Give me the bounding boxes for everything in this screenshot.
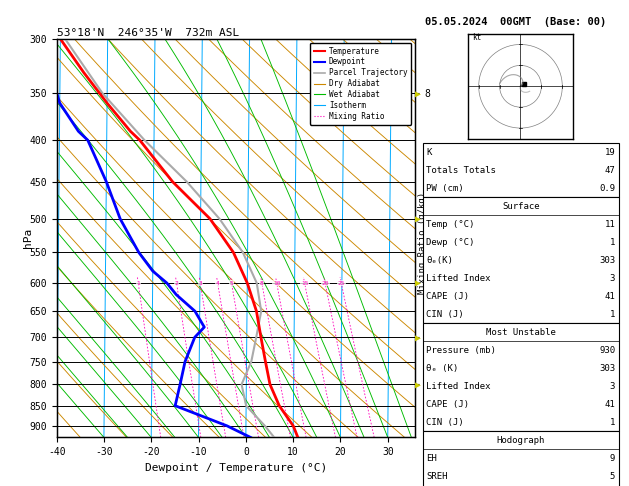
Text: 1: 1 [610, 417, 615, 427]
Text: 2: 2 [175, 280, 179, 286]
Text: θₑ (K): θₑ (K) [426, 364, 459, 373]
Text: 303: 303 [599, 364, 615, 373]
Text: © weatheronline.co.uk: © weatheronline.co.uk [423, 471, 520, 480]
Text: 10: 10 [273, 280, 281, 286]
Text: Lifted Index: Lifted Index [426, 274, 491, 283]
Legend: Temperature, Dewpoint, Parcel Trajectory, Dry Adiabat, Wet Adiabat, Isotherm, Mi: Temperature, Dewpoint, Parcel Trajectory… [309, 43, 411, 125]
Text: 41: 41 [604, 292, 615, 301]
X-axis label: Dewpoint / Temperature (°C): Dewpoint / Temperature (°C) [145, 463, 327, 473]
Text: ▶: ▶ [415, 214, 421, 224]
Text: 53°18'N  246°35'W  732m ASL: 53°18'N 246°35'W 732m ASL [57, 28, 239, 38]
Text: 4: 4 [216, 280, 220, 286]
Text: Most Unstable: Most Unstable [486, 328, 556, 337]
Text: 930: 930 [599, 346, 615, 355]
Text: CIN (J): CIN (J) [426, 310, 464, 319]
Text: 47: 47 [604, 166, 615, 175]
Text: 20: 20 [321, 280, 329, 286]
Text: ▶: ▶ [415, 88, 421, 98]
Y-axis label: km
ASL: km ASL [424, 238, 442, 260]
Text: 1: 1 [610, 238, 615, 247]
Text: 5: 5 [610, 471, 615, 481]
Text: 9: 9 [610, 453, 615, 463]
Text: 05.05.2024  00GMT  (Base: 00): 05.05.2024 00GMT (Base: 00) [425, 17, 606, 27]
Text: ▶: ▶ [415, 278, 421, 288]
Text: PW (cm): PW (cm) [426, 184, 464, 193]
Text: Dewp (°C): Dewp (°C) [426, 238, 475, 247]
Text: K: K [426, 148, 432, 157]
Text: Hodograph: Hodograph [497, 435, 545, 445]
Text: 25: 25 [338, 280, 345, 286]
Text: SREH: SREH [426, 471, 448, 481]
Text: 11: 11 [604, 220, 615, 229]
Text: CAPE (J): CAPE (J) [426, 399, 469, 409]
Text: 5: 5 [230, 280, 233, 286]
Text: Lifted Index: Lifted Index [426, 382, 491, 391]
Text: θₑ(K): θₑ(K) [426, 256, 454, 265]
Text: CIN (J): CIN (J) [426, 417, 464, 427]
Text: 3: 3 [198, 280, 202, 286]
Text: 0.9: 0.9 [599, 184, 615, 193]
Text: 15: 15 [301, 280, 308, 286]
Text: 19: 19 [604, 148, 615, 157]
Text: kt: kt [472, 33, 482, 42]
Text: 3: 3 [610, 382, 615, 391]
Text: ▶: ▶ [415, 380, 421, 389]
Text: 303: 303 [599, 256, 615, 265]
Text: 1: 1 [610, 310, 615, 319]
Text: 1: 1 [136, 280, 140, 286]
Text: Surface: Surface [502, 202, 540, 211]
Text: EH: EH [426, 453, 437, 463]
Text: hPa: hPa [23, 228, 33, 248]
Text: 3: 3 [610, 274, 615, 283]
Text: 41: 41 [604, 399, 615, 409]
Text: Temp (°C): Temp (°C) [426, 220, 475, 229]
Text: Totals Totals: Totals Totals [426, 166, 496, 175]
Text: CAPE (J): CAPE (J) [426, 292, 469, 301]
Text: 8: 8 [260, 280, 264, 286]
Text: ▶: ▶ [415, 332, 421, 342]
Text: Mixing Ratio (g/kg): Mixing Ratio (g/kg) [418, 192, 427, 294]
Text: LCL: LCL [422, 380, 436, 389]
Text: Pressure (mb): Pressure (mb) [426, 346, 496, 355]
